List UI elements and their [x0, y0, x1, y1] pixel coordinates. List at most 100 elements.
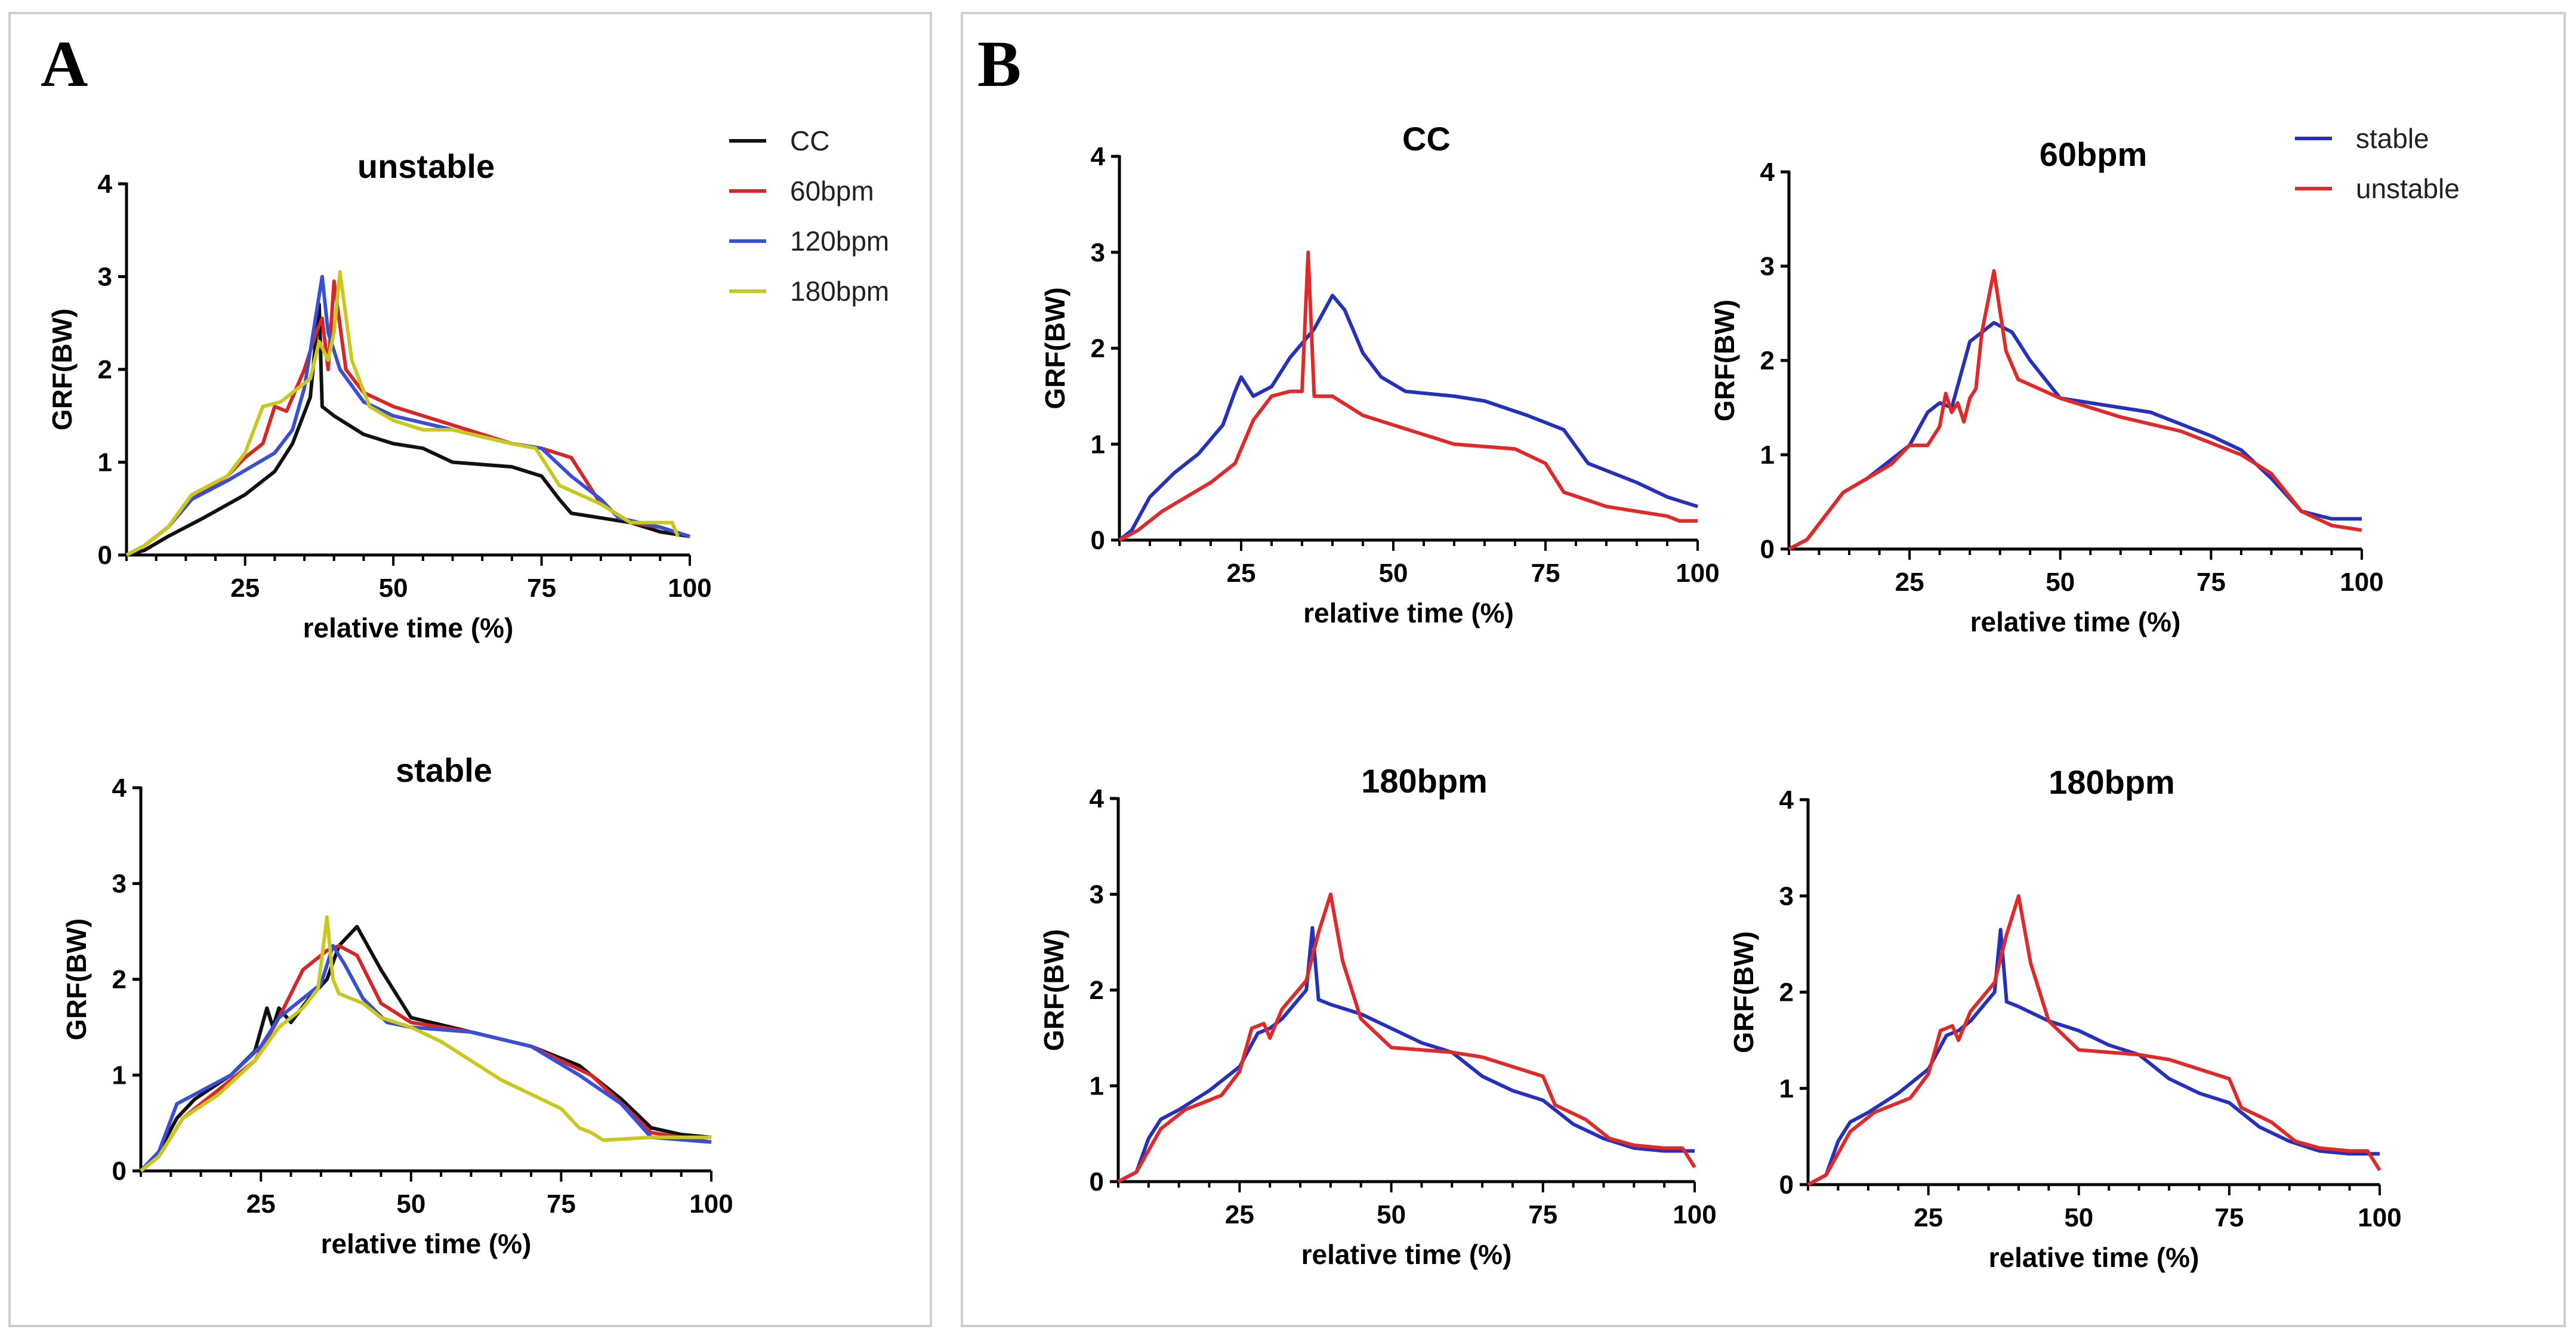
y-tick-label: 3 — [98, 263, 112, 292]
series-line-unstable — [1807, 894, 2381, 1186]
series-line-stable — [1788, 320, 2362, 551]
y-tick-label: 3 — [1779, 881, 1794, 911]
y-tick-label: 1 — [1760, 440, 1775, 470]
chart-b-3: 0 1 2 3 4 25 50 75 100 60bpm relative time (%) GRF(… — [1709, 135, 2384, 637]
y-tick-label: 2 — [112, 965, 127, 994]
y-tick-label: 1 — [1090, 1072, 1104, 1101]
y-tick-label: 3 — [1091, 238, 1105, 267]
y-tick-label: 0 — [1090, 1167, 1104, 1197]
chart-title: unstable — [357, 147, 495, 185]
chart-title: CC — [1402, 120, 1451, 158]
y-tick-label: 2 — [1779, 978, 1794, 1007]
y-axis-title: GRF(BW) — [1038, 929, 1069, 1051]
series-line-stable — [1118, 294, 1698, 542]
chart-a-1: 0 1 2 3 4 25 50 75 100 stable relative time (%) GRF… — [61, 751, 733, 1259]
y-tick-label: 0 — [1779, 1170, 1794, 1200]
y-tick-label: 4 — [112, 773, 127, 803]
x-tick-label: 100 — [668, 574, 711, 603]
x-tick-label: 50 — [379, 574, 408, 603]
legend-label: stable — [2356, 123, 2429, 154]
y-axis-title: GRF(BW) — [1709, 300, 1740, 421]
x-tick-label: 75 — [1531, 559, 1560, 588]
y-axis-title: GRF(BW) — [1039, 287, 1070, 409]
y-tick-label: 4 — [98, 169, 113, 199]
series-line-unstable — [1788, 269, 2362, 551]
series-line-180bpm — [125, 270, 680, 557]
y-axis-title: GRF(BW) — [61, 918, 92, 1040]
x-axis-title: relative time (%) — [303, 612, 514, 643]
y-tick-label: 0 — [98, 541, 112, 570]
y-tick-label: 4 — [1090, 784, 1105, 813]
y-tick-label: 4 — [1779, 785, 1794, 815]
panel-a-label: A — [41, 27, 88, 100]
x-tick-label: 75 — [527, 574, 556, 603]
y-tick-label: 3 — [112, 870, 127, 899]
y-tick-label: 2 — [98, 355, 112, 384]
legend-label: 120bpm — [790, 226, 889, 257]
series-line-stable — [1807, 927, 2380, 1186]
x-tick-label: 75 — [2196, 568, 2226, 597]
x-tick-label: 25 — [1227, 559, 1256, 588]
x-tick-label: 100 — [2358, 1203, 2401, 1232]
x-tick-label: 100 — [1676, 559, 1719, 588]
panel-b-frame — [961, 12, 2566, 1327]
x-tick-label: 50 — [396, 1189, 425, 1219]
series-line-unstable — [1118, 250, 1698, 542]
x-axis-title: relative time (%) — [321, 1228, 532, 1259]
x-tick-label: 100 — [689, 1189, 733, 1219]
chart-b-4: 0 1 2 3 4 25 50 75 100 180bpm relative time (%) GRF… — [1038, 762, 1717, 1270]
y-tick-label: 3 — [1760, 252, 1775, 281]
y-tick-label: 2 — [1090, 976, 1104, 1005]
y-tick-label: 1 — [112, 1061, 127, 1090]
x-tick-label: 75 — [1528, 1200, 1557, 1229]
x-tick-label: 100 — [2340, 568, 2383, 597]
y-axis-title: GRF(BW) — [47, 309, 78, 430]
chart-title: 180bpm — [1361, 762, 1488, 800]
x-axis-title: relative time (%) — [1301, 1239, 1512, 1270]
series-line-120bpm — [139, 944, 712, 1173]
y-tick-label: 0 — [112, 1157, 127, 1186]
chart-b-5: 0 1 2 3 4 25 50 75 100 180bpm relative time (%) GRF… — [1728, 763, 2402, 1273]
y-tick-label: 1 — [98, 448, 112, 477]
y-tick-label: 1 — [1779, 1074, 1794, 1103]
series-line-cc — [139, 924, 712, 1173]
x-tick-label: 50 — [1379, 559, 1408, 588]
y-tick-label: 0 — [1760, 535, 1775, 564]
legend-panel-a: CC 60bpm 120bpm 180bpm — [729, 125, 889, 307]
x-tick-label: 25 — [1895, 568, 1924, 597]
x-tick-label: 50 — [2064, 1203, 2093, 1232]
y-tick-label: 0 — [1091, 526, 1105, 555]
y-tick-label: 2 — [1760, 346, 1775, 375]
x-tick-label: 25 — [1914, 1203, 1943, 1232]
legend-panel-b: stable unstable — [2295, 123, 2460, 204]
series-line-120bpm — [125, 275, 690, 557]
x-tick-label: 25 — [1225, 1200, 1254, 1229]
y-tick-label: 4 — [1091, 142, 1106, 171]
x-tick-label: 50 — [1377, 1200, 1406, 1229]
legend-label: 60bpm — [790, 175, 874, 206]
legend-label: unstable — [2356, 173, 2460, 204]
x-tick-label: 100 — [1673, 1200, 1716, 1229]
x-tick-label: 25 — [246, 1189, 276, 1219]
chart-b-2: 0 1 2 3 4 25 50 75 100 CC relative time (%) GRF(BW) — [1039, 120, 1720, 628]
x-axis-title: relative time (%) — [1989, 1242, 2199, 1273]
legend-label: 180bpm — [790, 276, 889, 307]
legend-label: CC — [790, 125, 829, 156]
y-tick-label: 4 — [1760, 158, 1775, 187]
y-axis-title: GRF(BW) — [1728, 931, 1759, 1053]
y-tick-label: 2 — [1091, 334, 1105, 363]
chart-a-0: 0 1 2 3 4 25 50 75 100 unstable relative time (%) G… — [47, 147, 712, 643]
y-tick-label: 3 — [1090, 880, 1104, 909]
chart-title: 60bpm — [2040, 135, 2148, 173]
x-axis-title: relative time (%) — [1970, 606, 2181, 637]
x-axis-title: relative time (%) — [1303, 597, 1514, 628]
x-tick-label: 75 — [2214, 1203, 2244, 1232]
x-tick-label: 50 — [2046, 568, 2075, 597]
x-tick-label: 75 — [547, 1189, 576, 1219]
series-line-180bpm — [140, 915, 711, 1173]
chart-title: stable — [396, 751, 492, 789]
series-line-cc — [126, 303, 690, 557]
y-tick-label: 1 — [1091, 430, 1105, 459]
x-tick-label: 25 — [230, 574, 260, 603]
